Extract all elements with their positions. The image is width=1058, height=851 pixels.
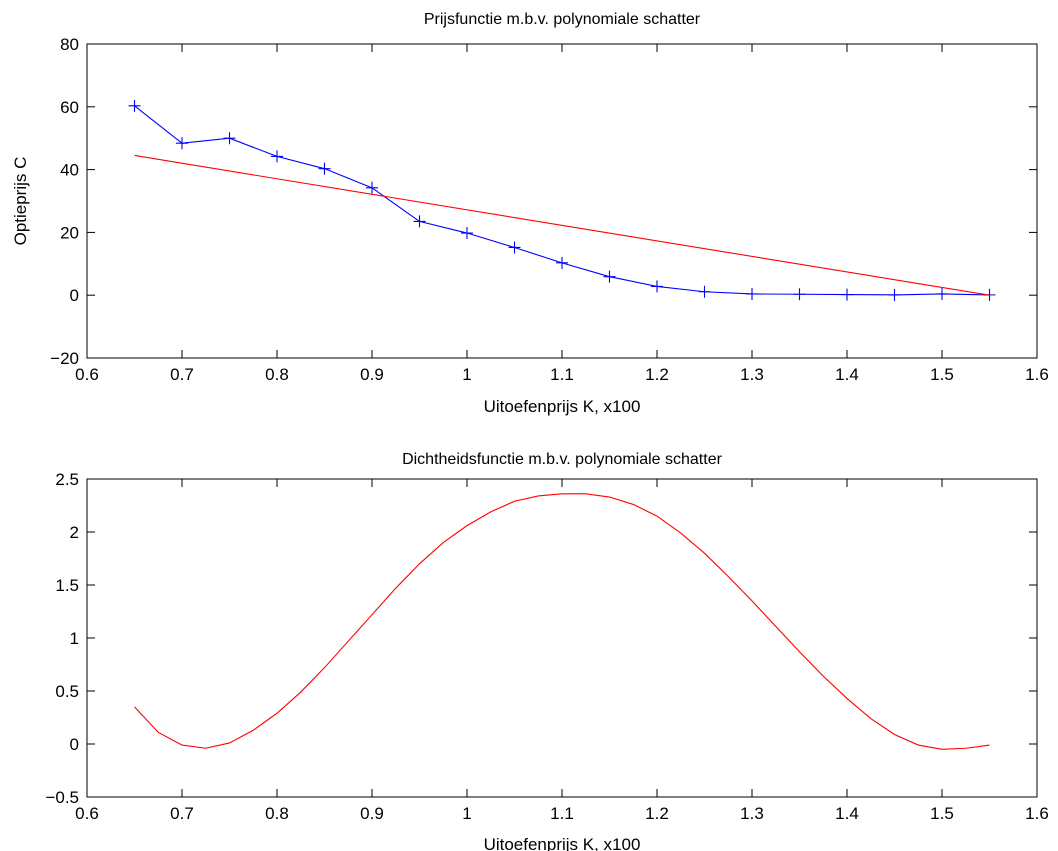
- price-chart-x-tick-label: 0.9: [360, 365, 384, 384]
- density-chart-x-tick-label: 0.9: [360, 804, 384, 823]
- price-chart-x-tick-label: 1: [462, 365, 471, 384]
- price-chart-data-point: [698, 285, 711, 298]
- price-chart-y-tick-label: 20: [60, 223, 79, 242]
- price-chart-y-tick-label: −20: [50, 349, 79, 368]
- density-chart-x-tick-label: 1.1: [550, 804, 574, 823]
- price-chart-data-point: [841, 288, 853, 301]
- price-chart-title: Prijsfunctie m.b.v. polynomiale schatter: [424, 11, 701, 28]
- price-chart-x-tick-label: 0.7: [170, 365, 194, 384]
- price-chart-x-tick-label: 0.8: [265, 365, 289, 384]
- density-chart-y-tick-label: 1.5: [55, 576, 79, 595]
- price-chart-data-point: [318, 162, 331, 175]
- density-chart-x-tick-label: 1.4: [835, 804, 859, 823]
- density-chart-x-tick-label: 0.6: [75, 804, 99, 823]
- price-chart-x-tick-label: 1.1: [550, 365, 574, 384]
- price-chart-data-point: [461, 227, 473, 240]
- price-chart-data-point: [223, 132, 236, 145]
- price-chart-x-axis-label: Uitoefenprijs K, x100: [484, 397, 641, 416]
- density-chart-y-tick-label: 2: [70, 523, 79, 542]
- price-chart-data-point: [651, 280, 663, 293]
- price-chart-data-point: [936, 287, 948, 300]
- density-chart-x-tick-label: 1: [462, 804, 471, 823]
- density-chart-y-tick-label: 1: [70, 629, 79, 648]
- price-chart-y-tick-label: 60: [60, 98, 79, 117]
- density-chart-x-tick-label: 1.3: [740, 804, 764, 823]
- density-chart-x-axis-label: Uitoefenprijs K, x100: [484, 835, 641, 851]
- price-chart-y-tick-label: 0: [70, 286, 79, 305]
- density-chart-y-ticks: −0.5 0 0.5 1 1.5 2 2.5: [45, 470, 1037, 807]
- price-chart-data-point: [271, 150, 283, 163]
- price-chart-x-tick-label: 1.4: [835, 365, 859, 384]
- price-chart-y-axis-label: Optieprijs C: [11, 157, 30, 246]
- price-chart-data-point: [176, 137, 188, 150]
- price-chart-data-point: [556, 256, 568, 269]
- price-chart-y-tick-label: 80: [60, 35, 79, 54]
- price-chart-y-ticks: −20 0 20 40 60 80: [50, 35, 1037, 368]
- price-chart: Prijsfunctie m.b.v. polynomiale schatter…: [11, 11, 1049, 416]
- price-chart-series-line-1: [134, 154, 990, 296]
- price-chart-series: [128, 99, 996, 301]
- density-chart-x-tick-label: 0.8: [265, 804, 289, 823]
- density-chart-x-tick-label: 0.7: [170, 804, 194, 823]
- density-chart-axes-box: [86, 478, 1038, 798]
- density-chart-y-tick-label: −0.5: [45, 788, 79, 807]
- price-chart-data-point: [366, 181, 378, 194]
- price-chart-data-point: [508, 241, 521, 254]
- price-chart-data-point: [128, 99, 141, 112]
- price-chart-data-point: [793, 288, 806, 301]
- density-chart-x-ticks: 0.6 0.7 0.8 0.9 1 1.1 1.2 1.3 1.4 1.5 1.6: [75, 479, 1049, 823]
- density-chart-title: Dichtheidsfunctie m.b.v. polynomiale sch…: [402, 451, 723, 468]
- price-chart-x-tick-label: 1.2: [645, 365, 669, 384]
- density-chart-y-tick-label: 0: [70, 735, 79, 754]
- price-chart-data-point: [746, 287, 758, 300]
- price-chart-x-tick-label: 1.3: [740, 365, 764, 384]
- density-chart-series: [134, 493, 990, 750]
- price-chart-data-point: [888, 288, 901, 301]
- price-chart-x-tick-label: 1.6: [1025, 365, 1049, 384]
- density-chart-x-tick-label: 1.5: [930, 804, 954, 823]
- density-chart-y-tick-label: 2.5: [55, 470, 79, 489]
- price-chart-x-tick-label: 1.5: [930, 365, 954, 384]
- price-chart-axes-box: [86, 43, 1038, 359]
- density-chart-y-tick-label: 0.5: [55, 682, 79, 701]
- density-chart-series-line-0: [134, 493, 990, 750]
- price-chart-x-ticks: 0.6 0.7 0.8 0.9 1 1.1 1.2 1.3 1.4 1.5 1.6: [75, 44, 1049, 384]
- price-chart-data-point: [603, 270, 616, 283]
- price-chart-x-tick-label: 0.6: [75, 365, 99, 384]
- density-chart: Dichtheidsfunctie m.b.v. polynomiale sch…: [45, 451, 1048, 851]
- density-chart-x-tick-label: 1.2: [645, 804, 669, 823]
- price-chart-data-point: [413, 215, 426, 228]
- density-chart-x-tick-label: 1.6: [1025, 804, 1049, 823]
- price-chart-y-tick-label: 40: [60, 161, 79, 180]
